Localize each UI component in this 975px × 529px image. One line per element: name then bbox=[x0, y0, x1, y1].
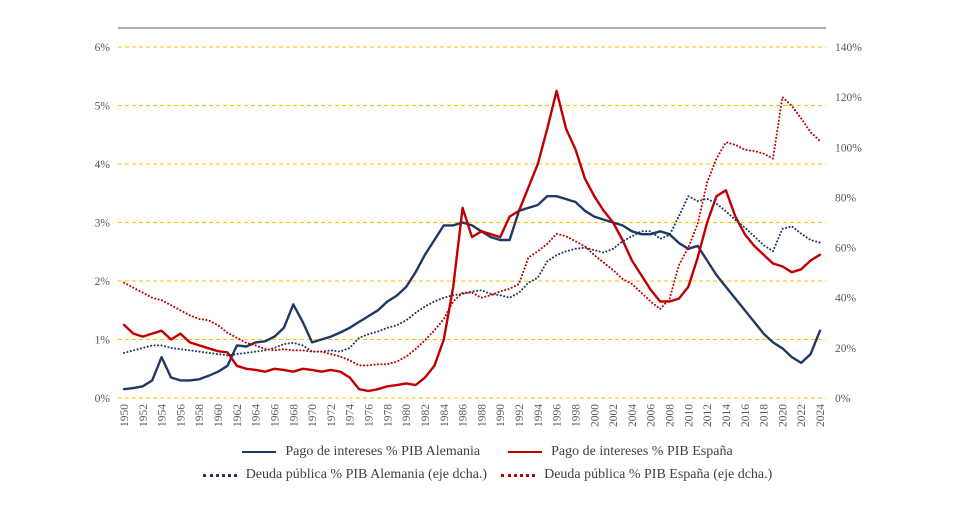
x-tick-label: 1962 bbox=[232, 404, 244, 427]
y-left-tick-label: 0% bbox=[95, 393, 111, 405]
x-tick-label: 1958 bbox=[194, 404, 206, 427]
x-tick-label: 1986 bbox=[458, 404, 470, 427]
x-tick-label: 1984 bbox=[439, 404, 451, 427]
x-tick-label: 2004 bbox=[627, 404, 639, 427]
x-tick-label: 2022 bbox=[796, 404, 808, 427]
x-tick-label: 1964 bbox=[251, 404, 263, 427]
x-tick-label: 1994 bbox=[533, 404, 545, 427]
x-tick-label: 1950 bbox=[119, 404, 131, 427]
y-left-tick-label: 3% bbox=[95, 218, 111, 230]
x-tick-label: 1960 bbox=[213, 404, 225, 427]
legend-label-interest-spain: Pago de intereses % PIB España bbox=[551, 444, 733, 459]
y-right-tick-label: 40% bbox=[835, 293, 857, 305]
y-right-tick-label: 80% bbox=[835, 192, 857, 204]
x-tick-label: 1968 bbox=[288, 404, 300, 427]
x-tick-label: 1996 bbox=[552, 404, 564, 427]
x-tick-label: 1982 bbox=[420, 404, 432, 427]
x-tick-label: 1966 bbox=[269, 404, 281, 427]
x-tick-label: 1956 bbox=[175, 404, 187, 427]
x-tick-label: 1970 bbox=[307, 404, 319, 427]
x-tick-label: 2024 bbox=[815, 404, 827, 427]
legend-label-interest-germany: Pago de intereses % PIB Alemania bbox=[285, 444, 481, 459]
x-tick-label: 2002 bbox=[608, 404, 620, 427]
y-left-tick-label: 4% bbox=[95, 159, 111, 171]
y-left-tick-label: 1% bbox=[95, 335, 111, 347]
y-right-tick-label: 20% bbox=[835, 343, 857, 355]
legend-line-sample-interest-germany bbox=[242, 451, 277, 453]
x-tick-label: 1998 bbox=[570, 404, 582, 427]
x-tick-label: 1976 bbox=[364, 404, 376, 427]
x-tick-label: 2020 bbox=[777, 404, 789, 427]
legend-line-sample-debt-germany bbox=[202, 473, 237, 477]
x-tick-label: 1952 bbox=[138, 404, 150, 427]
y-left-tick-label: 2% bbox=[95, 276, 111, 288]
x-tick-label: 1972 bbox=[326, 404, 338, 427]
legend-item-interest-spain: Pago de intereses % PIB España bbox=[508, 444, 733, 460]
y-right-tick-label: 120% bbox=[835, 92, 862, 104]
x-tick-label: 1990 bbox=[495, 404, 507, 427]
legend-label-debt-spain: Deuda pública % PIB España (eje dcha.) bbox=[544, 467, 773, 482]
y-right-tick-label: 60% bbox=[835, 243, 857, 255]
series-line-interest-germany bbox=[122, 194, 822, 391]
legend-item-debt-germany: Deuda pública % PIB Alemania (eje dcha.) bbox=[202, 467, 488, 483]
y-right-tick-label: 0% bbox=[835, 393, 851, 405]
y-right-tick-label: 140% bbox=[835, 42, 862, 54]
x-tick-label: 2014 bbox=[721, 404, 733, 427]
x-tick-label: 2008 bbox=[665, 404, 677, 427]
x-tick-label: 1988 bbox=[476, 404, 488, 427]
legend-line-sample-interest-spain bbox=[508, 451, 543, 453]
legend-item-interest-germany: Pago de intereses % PIB Alemania bbox=[242, 444, 480, 460]
x-tick-label: 2010 bbox=[683, 404, 695, 427]
x-tick-label: 2012 bbox=[702, 404, 714, 427]
x-tick-label: 2016 bbox=[740, 404, 752, 427]
legend-label-debt-germany: Deuda pública % PIB Alemania (eje dcha.) bbox=[245, 467, 488, 482]
x-tick-label: 2006 bbox=[646, 404, 658, 427]
legend: Pago de intereses % PIB Alemania Pago de… bbox=[0, 444, 975, 483]
x-tick-label: 2000 bbox=[589, 404, 601, 427]
x-tick-label: 1954 bbox=[157, 404, 169, 427]
x-tick-label: 1992 bbox=[514, 404, 526, 427]
x-tick-label: 2018 bbox=[759, 404, 771, 427]
legend-row-2: Deuda pública % PIB Alemania (eje dcha.)… bbox=[202, 467, 772, 483]
y-left-tick-label: 6% bbox=[95, 42, 111, 54]
y-right-tick-label: 100% bbox=[835, 142, 862, 154]
legend-row-1: Pago de intereses % PIB Alemania Pago de… bbox=[242, 444, 733, 460]
legend-line-sample-debt-spain bbox=[501, 473, 536, 477]
x-tick-label: 1978 bbox=[382, 404, 394, 427]
x-tick-label: 1980 bbox=[401, 404, 413, 427]
x-tick-label: 1974 bbox=[345, 404, 357, 427]
y-left-tick-label: 5% bbox=[95, 101, 111, 113]
series-line-debt-spain bbox=[123, 96, 821, 367]
legend-item-debt-spain: Deuda pública % PIB España (eje dcha.) bbox=[501, 467, 772, 483]
series-line-interest-spain bbox=[122, 89, 822, 393]
